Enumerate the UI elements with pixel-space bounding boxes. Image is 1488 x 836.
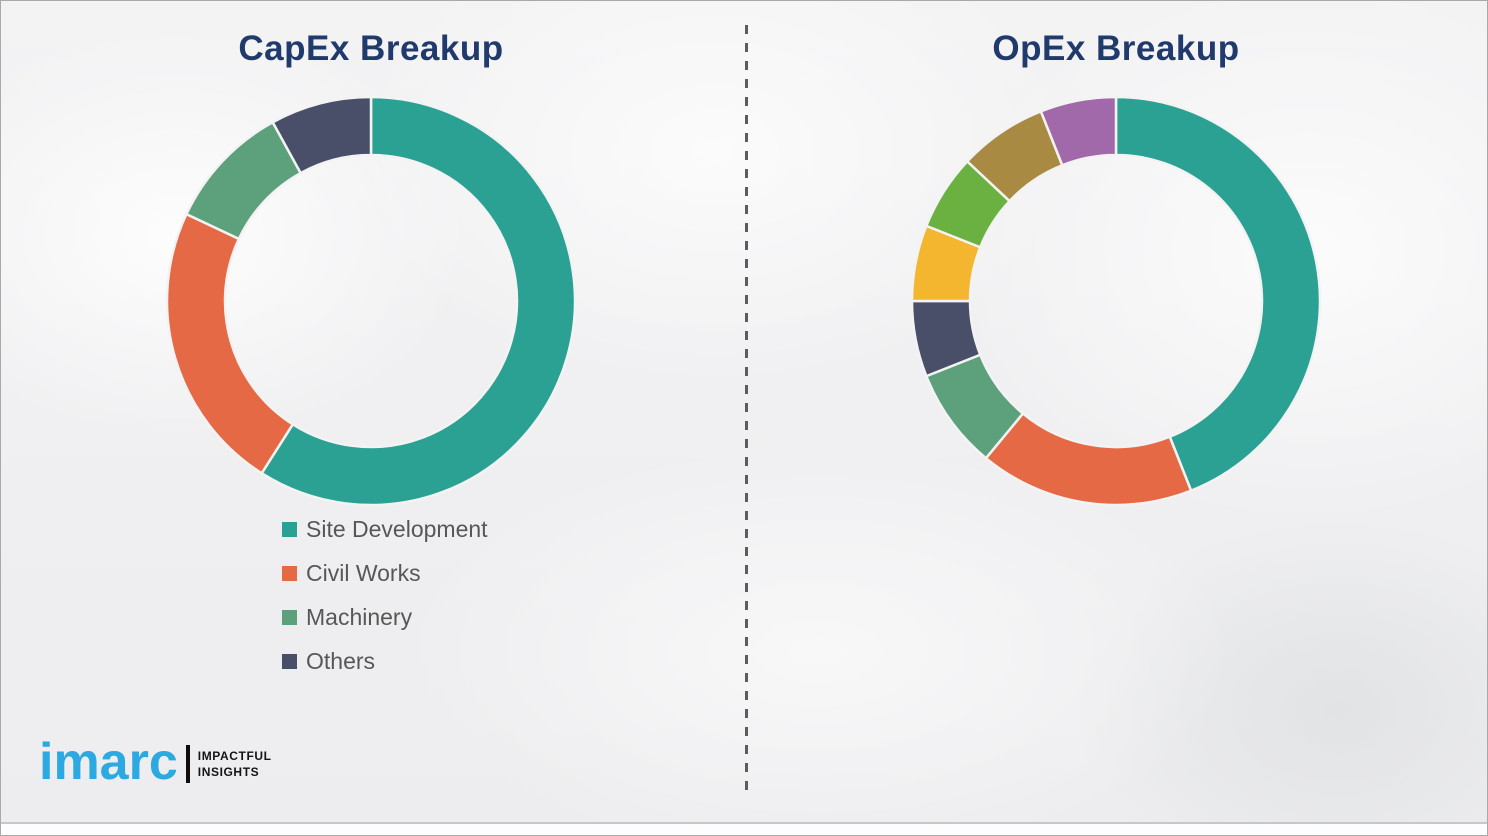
legend-item: Others bbox=[282, 639, 488, 683]
imarc-logo-text: imarc bbox=[39, 733, 178, 791]
capex-title: CapEx Breakup bbox=[238, 29, 504, 68]
legend-label: Machinery bbox=[306, 603, 413, 630]
legend-swatch bbox=[282, 521, 297, 537]
donut-segment-others bbox=[271, 95, 373, 175]
legend-swatch bbox=[282, 565, 297, 581]
legend-swatch bbox=[282, 609, 297, 625]
dashed-divider bbox=[745, 25, 748, 791]
legend-swatch bbox=[282, 653, 297, 669]
imarc-logo: imarc IMPACTFUL INSIGHTS bbox=[39, 733, 272, 791]
opex-title: OpEx Breakup bbox=[992, 29, 1240, 68]
legend-item: Site Development bbox=[282, 507, 488, 551]
donut-segment-civil-works bbox=[165, 212, 295, 475]
capex-panel: CapEx Breakup Site Development Civil Work… bbox=[1, 1, 745, 835]
legend-label: Civil Works bbox=[306, 559, 421, 586]
legend-item: Civil Works bbox=[282, 551, 488, 595]
logo-divider-bar bbox=[185, 744, 190, 783]
opex-donut-chart bbox=[910, 95, 1322, 507]
opex-panel: OpEx Breakup Raw MaterialsSalaries and W… bbox=[745, 1, 1487, 835]
donut-segment-raw-materials bbox=[1114, 95, 1322, 492]
capex-legend: Site Development Civil Works Machinery Othe… bbox=[282, 507, 488, 683]
legend-item: Machinery bbox=[282, 595, 488, 639]
bottom-strip bbox=[1, 822, 1487, 835]
donut-segment-others bbox=[1039, 95, 1118, 167]
logo-tagline-line1: IMPACTFUL bbox=[197, 749, 272, 764]
logo-tagline: IMPACTFUL INSIGHTS bbox=[198, 749, 272, 783]
capex-donut-chart bbox=[165, 95, 577, 507]
logo-tagline-line2: INSIGHTS bbox=[197, 765, 260, 780]
donut-segment-site-development bbox=[260, 95, 577, 507]
legend-label: Site Development bbox=[306, 515, 488, 542]
legend-label: Others bbox=[306, 647, 376, 674]
donut-segment-salaries-and-wages bbox=[984, 412, 1193, 507]
